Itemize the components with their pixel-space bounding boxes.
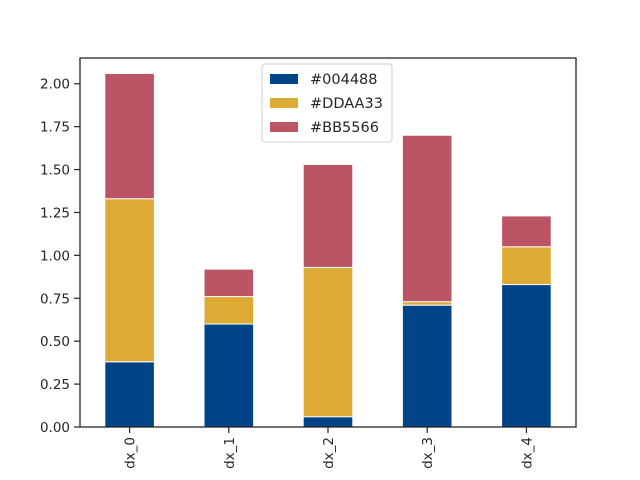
- y-tick-label: 0.50: [40, 334, 70, 350]
- bar-dx_4-series-0: [501, 284, 552, 428]
- legend-swatch: [270, 74, 298, 84]
- y-tick-label: 0.75: [40, 291, 70, 307]
- bar-dx_3-series-1: [401, 301, 453, 306]
- bar-dx_2-series-1: [302, 266, 354, 418]
- bar-dx_2-series-2: [302, 163, 354, 268]
- y-tick-label: 1.50: [40, 163, 70, 179]
- legend: #004488 #DDAA33 #BB5566: [261, 63, 393, 143]
- bar-dx_4-series-1: [501, 246, 552, 286]
- bar-dx_3-series-0: [401, 304, 453, 428]
- y-tick-label: 2.00: [40, 77, 70, 93]
- x-tick-label: dx_1: [222, 437, 238, 469]
- bar-dx_1-series-0: [203, 323, 255, 428]
- legend-swatch: [270, 122, 298, 132]
- bar-dx_0-series-1: [104, 198, 155, 363]
- x-tick-label: dx_4: [519, 437, 535, 469]
- legend-label: #004488: [310, 72, 378, 88]
- y-tick-label: 1.25: [40, 205, 70, 221]
- bar-dx_2-series-0: [302, 416, 354, 428]
- bar-dx_0-series-2: [104, 72, 155, 200]
- legend-label: #DDAA33: [310, 96, 383, 112]
- bar-dx_3-series-2: [401, 134, 453, 303]
- bar-dx_0-series-0: [104, 361, 155, 428]
- x-tick-label: dx_2: [321, 437, 337, 469]
- bars-layer: [104, 72, 552, 428]
- bar-dx_1-series-1: [203, 296, 255, 325]
- y-tick-label: 0.00: [40, 420, 70, 436]
- y-tick-label: 0.25: [40, 377, 70, 393]
- legend-label: #BB5566: [310, 120, 379, 136]
- y-tick-label: 1.00: [40, 248, 70, 264]
- y-axis: 0.00 0.25 0.50 0.75 1.00 1.25 1.50 1.75 2.00: [40, 77, 80, 436]
- x-axis: dx_0 dx_1 dx_2 dx_3 dx_4: [123, 427, 535, 469]
- bar-dx_4-series-2: [501, 215, 552, 248]
- x-tick-label: dx_0: [123, 437, 139, 469]
- bar-dx_1-series-2: [203, 268, 255, 298]
- legend-swatch: [270, 98, 298, 108]
- x-tick-label: dx_3: [420, 437, 436, 469]
- y-tick-label: 1.75: [40, 120, 70, 136]
